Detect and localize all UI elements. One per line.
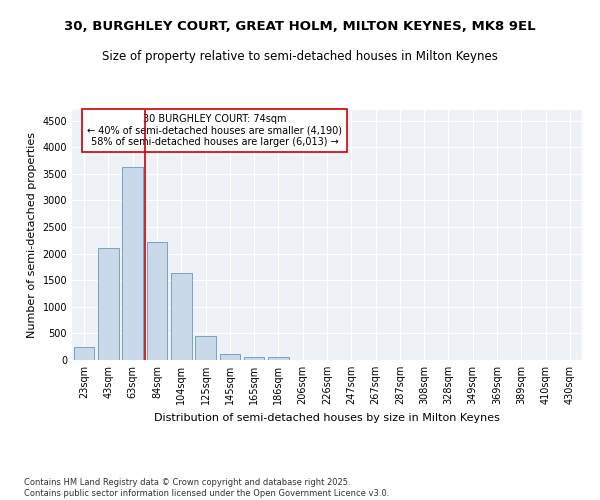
Text: 30 BURGHLEY COURT: 74sqm
← 40% of semi-detached houses are smaller (4,190)
58% o: 30 BURGHLEY COURT: 74sqm ← 40% of semi-d… (88, 114, 342, 147)
Bar (244, 357, 265, 360)
Text: Size of property relative to semi-detached houses in Milton Keynes: Size of property relative to semi-detach… (102, 50, 498, 63)
Bar (146, 242, 167, 360)
Text: Contains HM Land Registry data © Crown copyright and database right 2025.
Contai: Contains HM Land Registry data © Crown c… (24, 478, 389, 498)
Bar (268, 358, 289, 360)
Bar (195, 336, 216, 360)
Bar (74, 346, 94, 360)
Bar (122, 167, 143, 360)
Bar (171, 273, 191, 360)
Text: 30, BURGHLEY COURT, GREAT HOLM, MILTON KEYNES, MK8 9EL: 30, BURGHLEY COURT, GREAT HOLM, MILTON K… (64, 20, 536, 33)
Y-axis label: Number of semi-detached properties: Number of semi-detached properties (27, 132, 37, 338)
X-axis label: Distribution of semi-detached houses by size in Milton Keynes: Distribution of semi-detached houses by … (154, 412, 500, 422)
Bar (220, 354, 240, 360)
Bar (98, 248, 119, 360)
